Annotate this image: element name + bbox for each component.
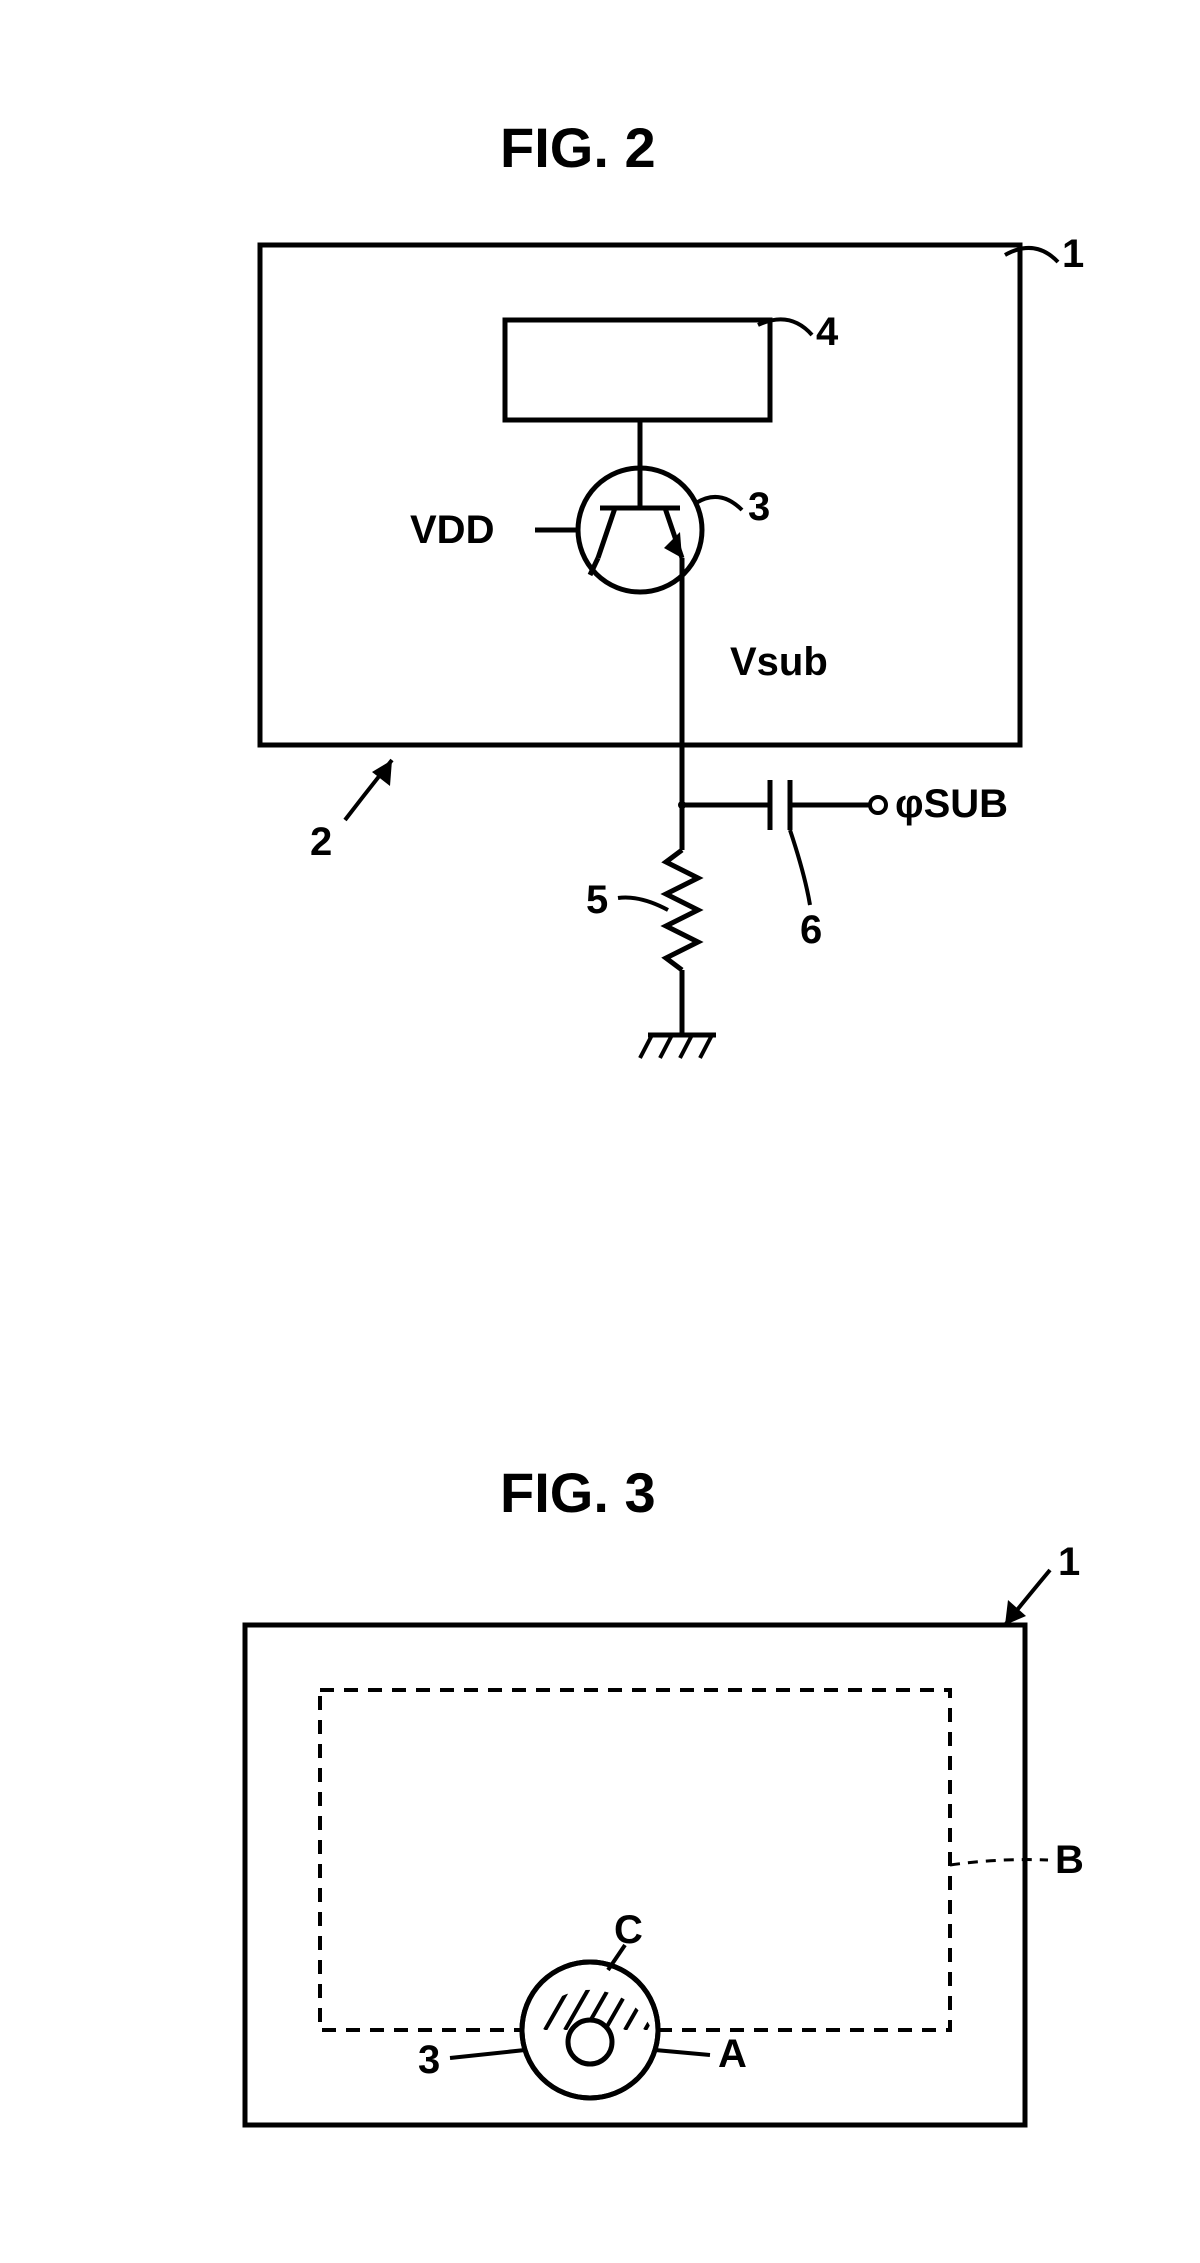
fig3-label-1: 1 — [1058, 1540, 1080, 1585]
fig3-label-b: B — [1055, 1838, 1084, 1883]
fig3-leader-3 — [450, 2050, 525, 2058]
fig3-label-3: 3 — [418, 2038, 440, 2083]
fig3-leader-b — [950, 1860, 1048, 1865]
fig3-circle-inner — [568, 2020, 612, 2064]
fig3-leader-a — [655, 2050, 710, 2055]
fig3-label-a: A — [718, 2032, 747, 2077]
fig3-label-c: C — [614, 1908, 643, 1953]
fig3-svg — [0, 0, 1200, 2263]
